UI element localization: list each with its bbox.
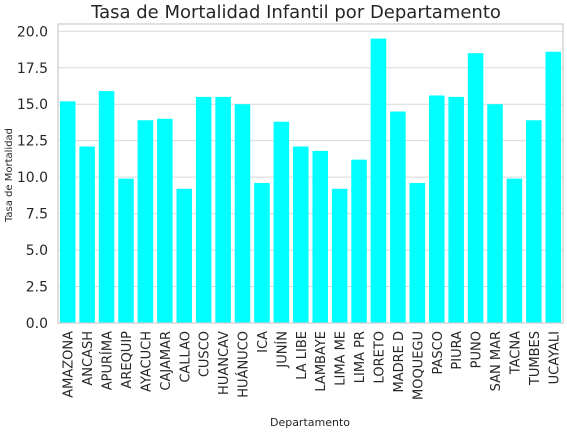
x-tick-label: PUNO (470, 331, 485, 368)
y-tick-label: 7.5 (26, 207, 48, 223)
y-tick-label: 20.0 (17, 24, 48, 40)
x-tick-label: TACNA (508, 331, 523, 375)
x-tick-label: ICA (256, 331, 271, 353)
x-tick-label: LORETO (372, 331, 387, 383)
bar-madre-d (390, 111, 406, 323)
x-tick-label: AYACUCH (139, 331, 154, 392)
x-tick-label: LAMBAYE (314, 331, 329, 392)
y-tick-label: 10.0 (17, 170, 48, 186)
bar-piura (448, 96, 464, 324)
bar-puno (467, 53, 484, 324)
bar-huancav (215, 96, 231, 324)
y-tick-label: 2.5 (26, 280, 48, 296)
bar-lima-me (331, 188, 348, 323)
y-tick-label: 5.0 (26, 243, 48, 259)
bar-cajamar (157, 118, 173, 324)
bar-hu-nuco (234, 104, 251, 323)
x-tick-label: ANCASH (81, 331, 96, 386)
x-tick-label: APURÍMA (100, 331, 116, 390)
x-tick-label: LA LIBE (295, 331, 310, 380)
bar-callao (176, 188, 193, 323)
x-tick-label: HUANCAV (217, 331, 232, 395)
bar-ancash (79, 146, 95, 323)
x-tick-label: LIMA PR (353, 331, 368, 383)
bars (59, 38, 562, 324)
chart-title: Tasa de Mortalidad Infantil por Departam… (90, 2, 501, 23)
bar-pasco (428, 95, 445, 323)
bar-moquegu (409, 182, 426, 323)
bar-arequip (118, 178, 134, 323)
y-axis-label: Tasa de Mortalidad (4, 128, 15, 223)
x-tick-label: HUÁNUCO (236, 331, 252, 398)
x-tick-label: CAJAMAR (159, 331, 174, 391)
x-tick-label: CUSCO (198, 331, 213, 377)
y-tick-labels: 0.0 2.5 5.0 7.5 10.0 12.5 15.0 17.5 20.0 (17, 24, 48, 332)
x-tick-label: LIMA ME (334, 331, 349, 386)
x-tick-label: PASCO (431, 331, 446, 374)
x-tick-label: PIURA (450, 331, 465, 370)
bar-amazona (59, 101, 76, 324)
bar-jun-n (273, 121, 290, 323)
bar-san-mar (487, 104, 503, 323)
x-tick-labels: AMAZONA ANCASH APURÍMA AREQUIP AYACUCH CAJAMA… (62, 331, 563, 400)
bar-apur-ma (98, 91, 115, 323)
x-tick-label: MADRE D (392, 331, 407, 393)
y-tick-label: 15.0 (17, 97, 48, 113)
x-tick-label: TUMBES (528, 331, 543, 386)
y-tick-label: 17.5 (17, 61, 48, 77)
x-tick-label: MOQUEGU (411, 331, 426, 400)
bar-loreto (370, 38, 387, 324)
bar-ayacuch (137, 120, 154, 323)
y-tick-label: 0.0 (26, 316, 48, 332)
x-tick-label: AMAZONA (62, 331, 77, 398)
x-axis-label: Departamento (270, 416, 350, 429)
bar-ica (254, 182, 270, 323)
bar-lima-pr (351, 159, 367, 323)
x-tick-label: UCAYALI (547, 331, 562, 384)
bar-la-libe (293, 146, 309, 323)
bar-lambaye (312, 150, 328, 323)
x-tick-label: CALLAO (178, 331, 193, 383)
bar-tacna (506, 178, 523, 323)
x-tick-label: SAN MAR (489, 331, 504, 391)
x-tick-label: AREQUIP (120, 331, 135, 389)
x-tick-label: JUNÍN (274, 331, 290, 369)
bar-cusco (195, 96, 212, 324)
bar-tumbes (526, 120, 542, 323)
plot-frame (57, 23, 564, 324)
bar-ucayali (545, 51, 562, 324)
y-tick-label: 12.5 (17, 134, 48, 150)
